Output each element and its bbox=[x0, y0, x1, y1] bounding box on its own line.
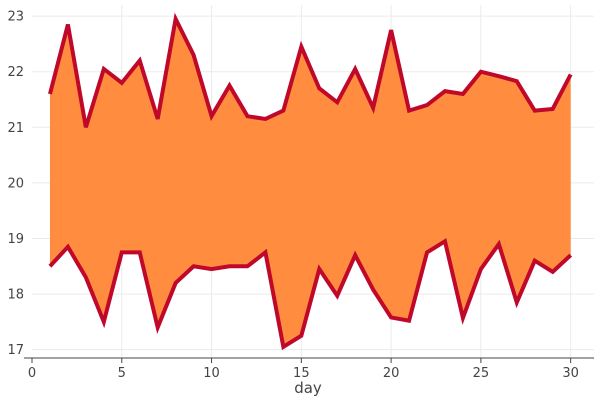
x-tick-label-15: 15 bbox=[293, 366, 310, 381]
x-tick-label-20: 20 bbox=[383, 366, 400, 381]
y-tick-label-21: 21 bbox=[7, 121, 24, 136]
y-tick-label-23: 23 bbox=[7, 10, 24, 25]
x-tick-label-30: 30 bbox=[562, 366, 579, 381]
y-tick-label-18: 18 bbox=[7, 288, 24, 303]
y-tick-label-20: 20 bbox=[7, 176, 24, 191]
line-layer bbox=[48, 12, 573, 351]
x-tick-label-10: 10 bbox=[203, 366, 220, 381]
x-tick-label-5: 5 bbox=[118, 366, 126, 381]
band-fill bbox=[49, 18, 571, 347]
x-tick-label-25: 25 bbox=[473, 366, 490, 381]
area-layer bbox=[49, 18, 571, 347]
x-tick-label-0: 0 bbox=[28, 366, 36, 381]
y-tick-label-19: 19 bbox=[7, 232, 24, 247]
lower-series-line bbox=[48, 238, 573, 351]
axis-layer: 0 5 10 15 20 25 30 17 18 19 20 21 22 23 bbox=[7, 10, 594, 381]
upper-series-line bbox=[48, 12, 573, 128]
y-tick-label-22: 22 bbox=[7, 65, 24, 80]
x-axis-title: day bbox=[294, 379, 322, 397]
y-tick-label-17: 17 bbox=[7, 343, 24, 358]
